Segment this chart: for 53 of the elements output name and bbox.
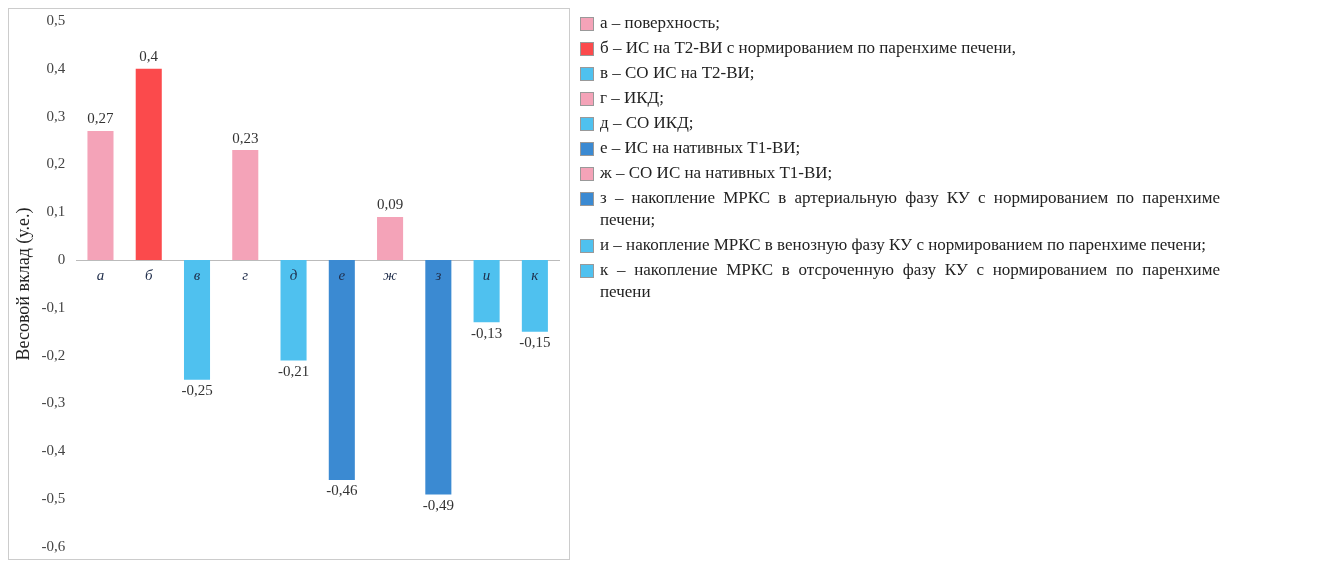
bar <box>521 260 548 332</box>
data-label: -0,49 <box>422 496 454 513</box>
y-tick-label: 0,3 <box>46 107 66 124</box>
bar <box>135 68 162 261</box>
text: в – СО ИС на Т2-ВИ; <box>600 62 755 84</box>
x-tick-label: б <box>144 266 153 283</box>
y-tick-label: -0,1 <box>41 298 66 315</box>
data-label: 0,23 <box>232 129 259 146</box>
data-label: -0,21 <box>277 362 310 379</box>
y-axis-title: Весовой вклад (у.е.) <box>12 207 34 361</box>
text: ж – СО ИС на нативных Т1-ВИ; <box>600 162 833 184</box>
x-tick-label: а <box>96 266 105 283</box>
text: б – ИС на Т2-ВИ с нормированием по паренхиме печени, <box>600 37 1016 59</box>
data-label: -0,15 <box>519 334 551 351</box>
x-tick-label: з <box>434 266 442 283</box>
y-tick-label: 0,5 <box>46 11 66 28</box>
y-tick-label: 0 <box>57 251 66 268</box>
text: и – накопление МРКС в венозную фазу КУ с нормированием по паренхиме печени; <box>600 234 1206 256</box>
text: е – ИС на нативных Т1-ВИ; <box>600 137 801 159</box>
data-label: -0,13 <box>470 324 503 341</box>
data-label: 0,4 <box>139 48 159 65</box>
text: г – ИКД; <box>600 87 664 109</box>
x-tick-label: и <box>482 266 491 283</box>
y-tick-label: -0,5 <box>41 490 66 507</box>
bar <box>87 130 114 261</box>
bar <box>183 260 211 380</box>
data-label: -0,46 <box>326 482 358 499</box>
x-tick-label: е <box>338 266 346 283</box>
text: з – накопление МРКС в артериальную фазу КУ с нормированием по паренхиме печени; <box>600 187 1220 231</box>
bar <box>425 260 452 495</box>
data-label: 0,27 <box>87 110 115 127</box>
bar <box>232 150 259 261</box>
y-tick-label: -0,3 <box>41 394 66 411</box>
x-tick-label: ж <box>383 266 398 283</box>
y-tick-label: -0,6 <box>41 537 66 554</box>
y-tick-label: 0,1 <box>46 203 66 220</box>
bar <box>473 260 500 323</box>
x-tick-label: г <box>242 266 249 283</box>
data-label: -0,25 <box>181 382 213 399</box>
x-tick-label: в <box>193 266 201 283</box>
bar <box>377 217 404 261</box>
text: д – СО ИКД; <box>600 112 694 134</box>
text: а – поверхность; <box>600 12 721 34</box>
y-tick-label: -0,2 <box>41 346 66 363</box>
x-tick-label: д <box>289 266 298 283</box>
y-tick-label: 0,2 <box>46 155 66 172</box>
y-tick-label: -0,4 <box>41 442 66 459</box>
bar <box>280 260 307 361</box>
bar <box>328 260 355 481</box>
y-tick-label: 0,4 <box>46 59 66 76</box>
text: к – накопление МРКС в отсроченную фазу КУ с нормированием по паренхиме печени <box>600 259 1220 303</box>
x-tick-label: к <box>531 266 540 283</box>
data-label: 0,09 <box>376 196 404 213</box>
